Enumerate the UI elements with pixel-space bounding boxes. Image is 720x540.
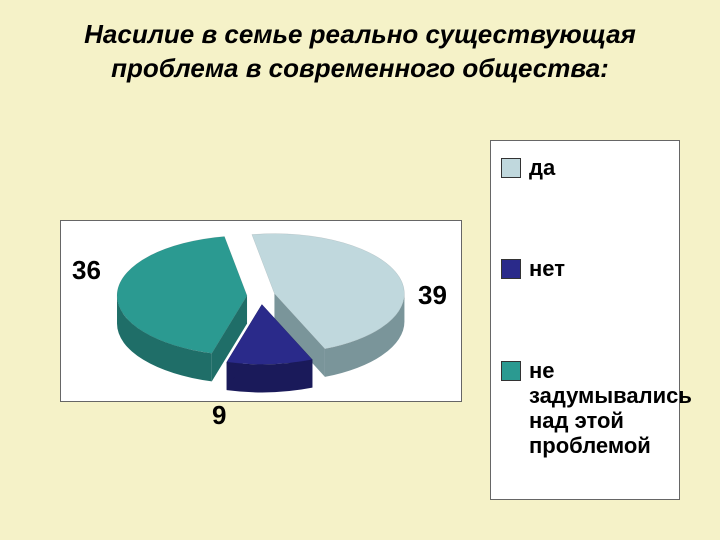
legend-swatch	[501, 361, 521, 381]
value-label-left: 36	[72, 255, 101, 286]
legend: да нет не задумывались над этой проблемо…	[490, 140, 680, 500]
value-label-bottom: 9	[212, 400, 226, 431]
legend-label: не задумывались над этой проблемой	[529, 358, 692, 459]
chart-title: Насилие в семье реально существующая про…	[0, 0, 720, 86]
legend-label: да	[529, 155, 555, 180]
pie-chart-area	[60, 220, 462, 402]
legend-item: не задумывались над этой проблемой	[501, 358, 669, 459]
legend-swatch	[501, 259, 521, 279]
legend-item: нет	[501, 256, 669, 281]
legend-label: нет	[529, 256, 565, 281]
value-label-right: 39	[418, 280, 447, 311]
pie-chart-svg	[61, 221, 461, 401]
legend-item: да	[501, 155, 669, 180]
legend-swatch	[501, 158, 521, 178]
